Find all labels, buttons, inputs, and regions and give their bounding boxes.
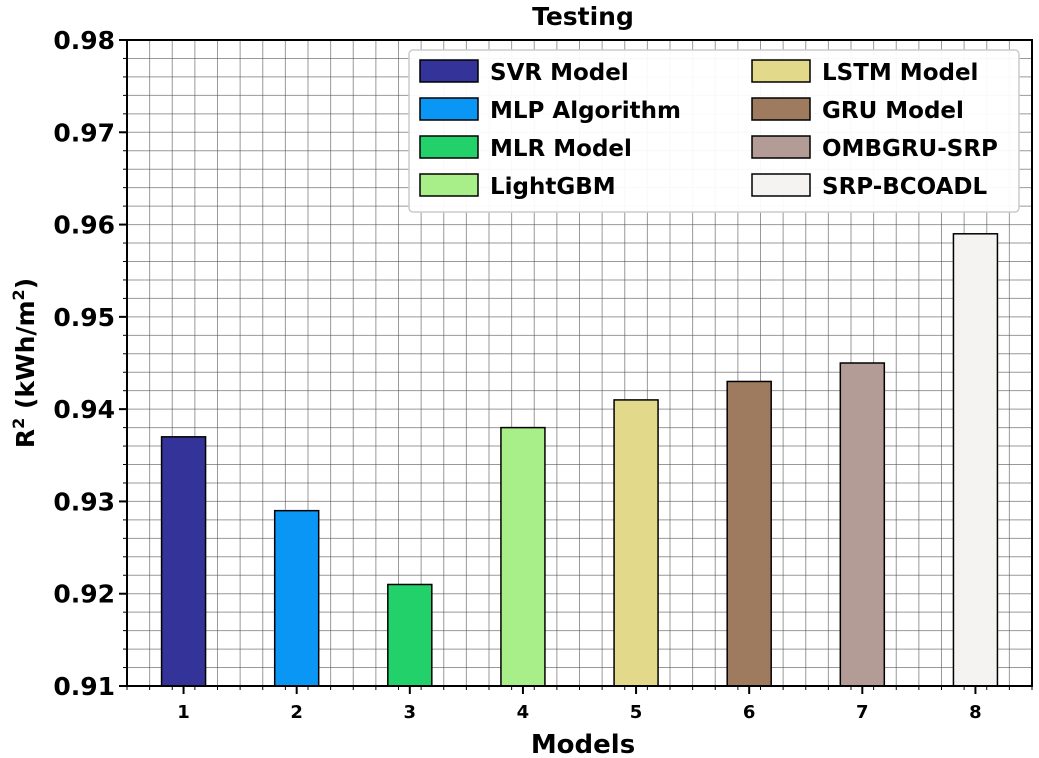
bar-3	[387, 583, 433, 687]
x-tick-label: 4	[517, 702, 530, 723]
legend-label: SVR Model	[490, 60, 629, 86]
y-tick-label: 0.92	[53, 580, 115, 609]
x-tick-label: 2	[290, 702, 303, 723]
x-tick-label: 3	[404, 702, 417, 723]
bar-7	[839, 362, 886, 687]
x-tick-label: 1	[177, 702, 190, 723]
legend-swatch	[419, 97, 479, 121]
x-tick-label: 8	[969, 702, 982, 723]
legend: SVR Model MLP Algorithm MLR Model LightGBM L…	[408, 49, 1020, 213]
legend-swatch	[751, 97, 811, 121]
bars	[160, 233, 999, 687]
y-tick-label: 0.98	[53, 26, 115, 55]
legend-swatch	[751, 59, 811, 83]
x-axis-label: Models	[531, 730, 635, 758]
y-tick-label: 0.97	[53, 118, 115, 147]
legend-label: LightGBM	[490, 174, 616, 200]
legend-swatch	[419, 59, 479, 83]
y-tick-label: 0.96	[53, 211, 115, 240]
bar-8	[952, 233, 999, 687]
y-axis-label-main: R	[11, 429, 40, 448]
y-axis-label-sup: 2	[9, 418, 28, 429]
legend-label: GRU Model	[822, 98, 964, 124]
bar-6	[726, 380, 772, 687]
bar-1	[160, 436, 207, 687]
y-tick-label: 0.95	[53, 303, 115, 332]
x-tick-label: 7	[856, 702, 869, 723]
y-axis-label-unit: (kWh/m	[11, 300, 40, 417]
y-axis-label-unit-sup: 2	[9, 289, 28, 300]
legend-label: LSTM Model	[822, 60, 978, 86]
y-tick-label: 0.93	[53, 487, 115, 516]
y-axis-label-unit-close: )	[11, 278, 40, 289]
y-axis: 0.91 0.92 0.93 0.94 0.95 0.96 0.97 0.98	[53, 26, 127, 701]
legend-label: SRP-BCOADL	[822, 174, 988, 200]
bar-5	[613, 399, 659, 687]
bar-2	[273, 509, 320, 687]
legend-frame	[408, 49, 1020, 213]
y-axis-label: R2 (kWh/m2)	[9, 278, 40, 448]
chart-title: Testing	[532, 2, 634, 31]
legend-swatch	[419, 173, 479, 197]
legend-label: MLR Model	[490, 136, 632, 162]
legend-label: OMBGRU-SRP	[822, 136, 998, 162]
legend-swatch	[419, 135, 479, 159]
legend-label: MLP Algorithm	[490, 98, 681, 124]
x-tick-label: 6	[743, 702, 756, 723]
y-tick-label: 0.91	[53, 672, 115, 701]
legend-swatch	[751, 173, 811, 197]
x-tick-label: 5	[630, 702, 643, 723]
y-tick-label: 0.94	[53, 395, 115, 424]
bar-4	[500, 426, 546, 687]
legend-swatch	[751, 135, 811, 159]
x-axis: 1 2 3 4 5 6 7 8	[126, 686, 1033, 723]
